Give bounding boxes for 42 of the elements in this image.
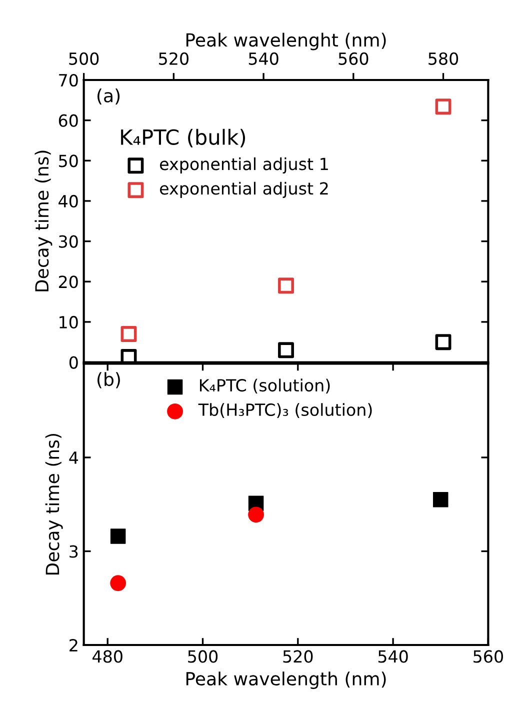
x-tick-label: 580 bbox=[428, 52, 458, 65]
point bbox=[120, 326, 137, 342]
annotation: (a) bbox=[98, 88, 120, 105]
point bbox=[432, 492, 448, 508]
x-tick-label: 500 bbox=[188, 650, 218, 663]
legend-label: exponential adjust 1 bbox=[160, 157, 328, 174]
legend-label: exponential adjust 2 bbox=[160, 182, 328, 198]
x-tick-label: 520 bbox=[159, 52, 188, 65]
point bbox=[110, 528, 126, 544]
x-axis-title: Peak wavelenght (nm) bbox=[186, 32, 386, 50]
y-tick-label: 40 bbox=[58, 194, 78, 208]
x-tick-label: 560 bbox=[474, 650, 503, 663]
legend-label: K₄PTC (solution) bbox=[200, 378, 330, 394]
y-tick-label: 0 bbox=[69, 356, 78, 369]
y-axis-title: Decay time (ns) bbox=[34, 150, 52, 292]
x-tick-label: 520 bbox=[283, 650, 313, 663]
y-tick-label: 2 bbox=[70, 638, 78, 652]
annotation: (b) bbox=[98, 372, 120, 388]
y-tick-label: 60 bbox=[58, 114, 78, 127]
y-tick-label: 10 bbox=[60, 316, 78, 328]
x-tick-label: 540 bbox=[248, 52, 278, 65]
point bbox=[435, 334, 452, 350]
y-tick-label: 4 bbox=[69, 452, 78, 464]
x-tick-label: 540 bbox=[378, 650, 408, 663]
y-tick-label: 3 bbox=[70, 545, 78, 558]
legend-label: Tb(H₃PTC)₃ (solution) bbox=[198, 403, 372, 418]
y-tick-label: 50 bbox=[59, 154, 78, 168]
point bbox=[278, 342, 294, 358]
x-tick-label: 560 bbox=[338, 52, 368, 65]
point bbox=[248, 506, 264, 523]
x-axis-title: Peak wavelength (nm) bbox=[186, 672, 386, 690]
y-tick-label: 20 bbox=[58, 276, 78, 288]
x-tick-label: 500 bbox=[69, 52, 99, 65]
y-axis-title: Decay time (ns) bbox=[45, 434, 63, 575]
point bbox=[278, 278, 294, 294]
y-tick-label: 30 bbox=[59, 235, 78, 248]
point bbox=[110, 575, 126, 592]
point bbox=[120, 349, 137, 362]
y-tick-label: 70 bbox=[59, 74, 78, 87]
legend-title: K₄PTC (bulk) bbox=[121, 128, 246, 148]
x-tick-label: 480 bbox=[92, 650, 122, 663]
point bbox=[435, 98, 452, 115]
